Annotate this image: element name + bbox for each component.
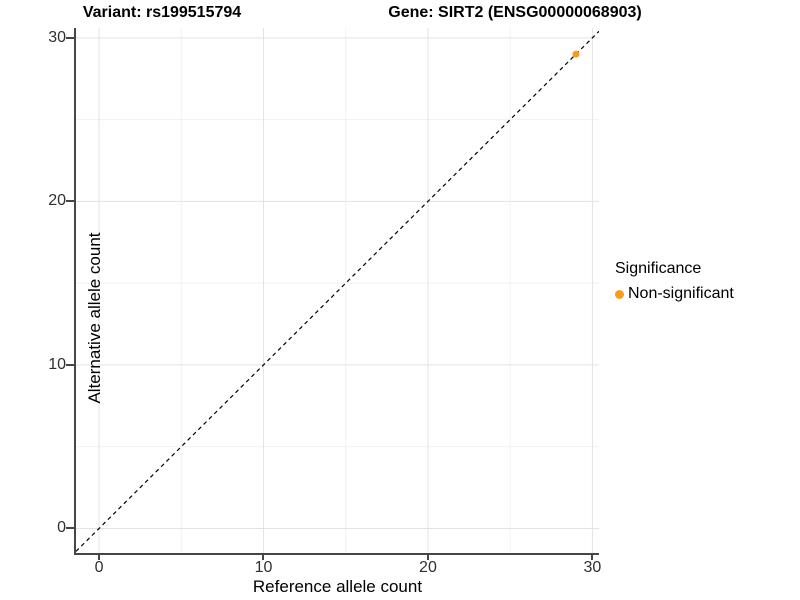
x-axis-title: Reference allele count bbox=[252, 577, 423, 596]
x-tick-label: 20 bbox=[419, 559, 437, 576]
variant-title: Variant: rs199515794 bbox=[82, 4, 242, 21]
chart-panel: Reference allele count Alternative allel… bbox=[48, 28, 601, 596]
plot-area bbox=[76, 28, 599, 553]
y-tick-mark bbox=[66, 363, 74, 366]
y-tick-label: 10 bbox=[48, 355, 66, 373]
y-tick-mark bbox=[66, 527, 74, 530]
y-tick-label: 30 bbox=[48, 28, 66, 46]
y-tick-label: 0 bbox=[57, 519, 66, 537]
x-tick-mark bbox=[591, 555, 594, 560]
y-tick-mark bbox=[66, 200, 74, 203]
x-tick-mark bbox=[426, 555, 429, 560]
gene-title: Gene: SIRT2 (ENSG00000068903) bbox=[388, 4, 642, 21]
x-tick-mark bbox=[98, 555, 101, 560]
x-tick-mark bbox=[262, 555, 265, 560]
x-tick-label: 30 bbox=[583, 559, 602, 576]
legend-point-icon bbox=[615, 289, 624, 299]
legend: Significance Non-significant bbox=[615, 260, 734, 303]
legend-item-label: Non-significant bbox=[628, 285, 734, 302]
legend-item-non-significant: Non-significant bbox=[615, 285, 734, 303]
legend-title: Significance bbox=[615, 260, 702, 277]
y-tick-mark bbox=[66, 36, 74, 39]
identity-line bbox=[76, 30, 599, 552]
y-tick-label: 20 bbox=[48, 192, 66, 210]
data-point bbox=[572, 50, 580, 58]
x-tick-label: 0 bbox=[94, 559, 104, 576]
y-axis-title: Alternative allele count bbox=[85, 232, 104, 404]
x-tick-label: 10 bbox=[254, 559, 273, 576]
